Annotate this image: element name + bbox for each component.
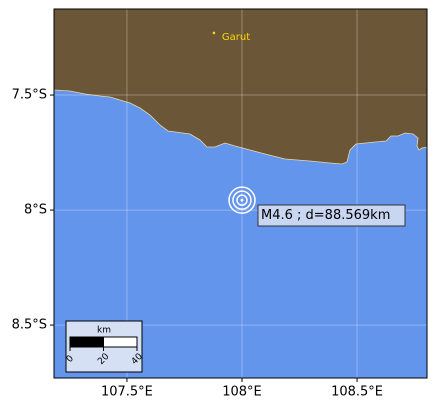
y-tick-label: 8°S xyxy=(24,203,47,218)
event-label-box xyxy=(257,204,406,227)
map-area xyxy=(54,9,427,378)
y-tick-label: 8.5°S xyxy=(12,318,47,333)
city-marker xyxy=(212,31,216,35)
scale-bar-unit: km xyxy=(97,326,111,336)
event-ring xyxy=(232,190,252,210)
event-ring xyxy=(228,186,256,214)
event-ring xyxy=(236,194,248,206)
x-tick-label: 107.5°E xyxy=(101,385,153,400)
city-label: Garut xyxy=(222,32,250,43)
event-label: M4.6 ; d=88.569km xyxy=(261,208,390,223)
map-frame xyxy=(53,8,428,379)
scale-bar-segment xyxy=(103,336,138,348)
x-tick-label: 108.5°E xyxy=(331,385,383,400)
scale-bar-segment xyxy=(69,336,104,348)
x-tick-label: 108°E xyxy=(222,385,262,400)
y-tick-label: 7.5°S xyxy=(12,88,47,103)
scale-bar-label: 0 xyxy=(65,354,76,365)
event-marker xyxy=(240,198,244,202)
land xyxy=(54,9,427,165)
